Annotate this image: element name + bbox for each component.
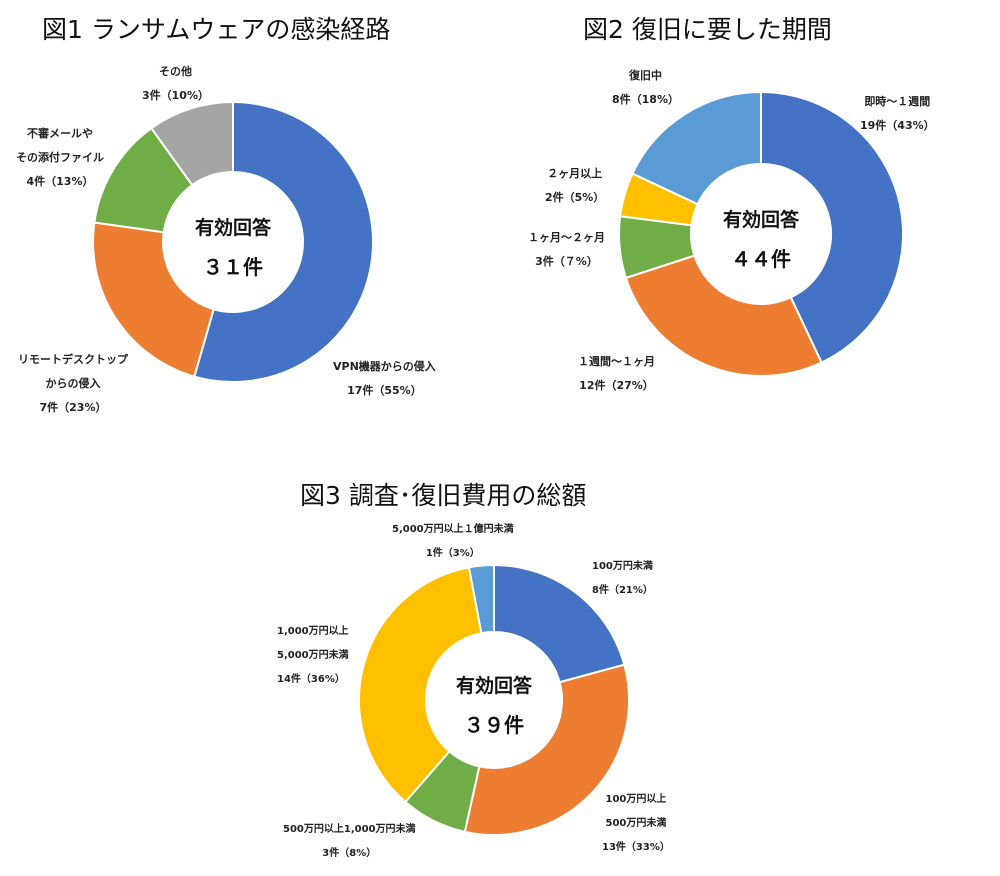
chart3-slice-label: 500万円以上1,000万円未満 3件（8%）	[283, 824, 416, 859]
chart3-slice-label: 5,000万円以上１億円未満 1件（3%）	[392, 524, 514, 559]
chart2-slice-1	[760, 90, 904, 364]
chart1-slice-label: リモートデスクトップ からの侵入 7件（23%）	[18, 353, 128, 414]
chart2-slice-2	[624, 254, 823, 377]
chart2-slice-label: １ヶ月～２ヶ月 3件（７%）	[528, 231, 605, 268]
chart2-center-label: 有効回答	[723, 208, 800, 231]
chart1-center-label: 有効回答	[195, 216, 272, 239]
chart1-center-value: ３１件	[203, 255, 263, 279]
chart1-slice-label: VPN機器からの侵入 17件（55%）	[333, 360, 436, 397]
chart1-slice-2	[92, 221, 215, 378]
chart3-slice-label: 1,000万円以上 5,000万円未満 14件（36%）	[277, 626, 349, 685]
chart2-slice-label: 復旧中 8件（18%）	[612, 69, 679, 106]
chart1-slice-label: その他 3件（10%）	[142, 65, 209, 102]
chart3-slice-5	[467, 563, 495, 635]
chart2-slice-5	[631, 90, 762, 206]
chart2-slice-label: １週間～１ヶ月 12件（27%）	[578, 355, 655, 392]
chart2-title: 図2 復旧に要した期間	[583, 15, 832, 44]
chart3-slice-1	[493, 563, 626, 684]
chart2-slice-label: 即時～１週間 19件（43%）	[860, 95, 935, 132]
chart3-slice-label: 100万円以上 500万円未満 13件（33%）	[602, 794, 670, 853]
chart3-slice-4	[358, 566, 483, 804]
chart1-title: 図1 ランサムウェアの感染経路	[42, 15, 391, 44]
chart3-title: 図3 調査･復旧費用の総額	[300, 481, 587, 510]
chart1-slice-4	[150, 100, 234, 187]
chart3-slice-label: 100万円未満 8件（21%）	[592, 561, 653, 596]
chart2-center-value: ４４件	[731, 247, 791, 271]
chart1-slice-label: 不審メールや その添付ファイル 4件（13%）	[16, 127, 104, 188]
chart2-slice-label: ２ヶ月以上 2件（5%）	[545, 167, 605, 204]
chart1-slice-1	[193, 100, 374, 383]
chart3-center-label: 有効回答	[456, 674, 533, 697]
chart3-slice-2	[463, 663, 630, 836]
chart3-center-value: ３９件	[464, 713, 524, 737]
